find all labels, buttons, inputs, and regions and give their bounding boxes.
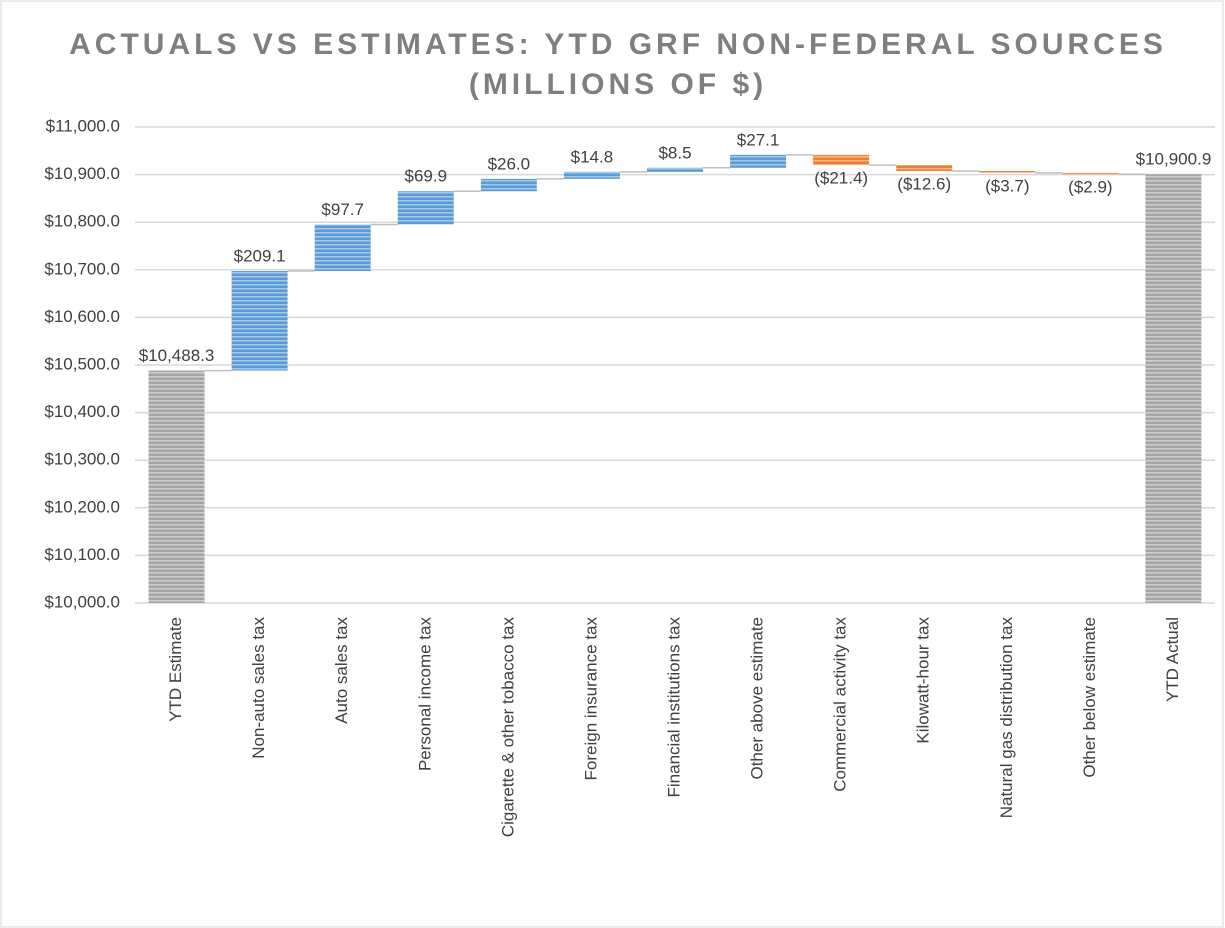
data-label: $209.1 xyxy=(234,247,286,266)
bar xyxy=(813,154,870,166)
x-tick-label: Auto sales tax xyxy=(332,617,351,724)
x-tick-label: Cigarette & other tobacco tax xyxy=(498,617,517,838)
x-tick-label: Kilowatt-hour tax xyxy=(914,617,933,744)
data-label: $10,488.3 xyxy=(139,346,215,365)
bar xyxy=(730,154,787,168)
y-tick-label: $10,100.0 xyxy=(44,545,120,564)
data-label: $26.0 xyxy=(488,154,531,173)
data-label: $14.8 xyxy=(571,147,614,166)
y-tick-label: $10,400.0 xyxy=(44,402,120,421)
data-label: $97.7 xyxy=(321,200,364,219)
y-tick-label: $11,000.0 xyxy=(46,116,120,135)
bar xyxy=(979,171,1036,173)
y-tick-label: $10,500.0 xyxy=(44,354,120,373)
bar xyxy=(231,271,288,371)
bar xyxy=(397,191,454,225)
bar xyxy=(480,178,537,192)
x-tick-label: YTD Estimate xyxy=(166,617,185,722)
y-tick-label: $10,900.0 xyxy=(44,164,120,183)
x-tick-label: YTD Actual xyxy=(1163,617,1182,702)
bar xyxy=(1145,174,1202,603)
data-label: $69.9 xyxy=(404,167,447,186)
y-tick-label: $10,300.0 xyxy=(44,450,120,469)
data-label: ($2.9) xyxy=(1068,178,1112,197)
data-label: ($12.6) xyxy=(897,175,951,194)
y-tick-label: $10,800.0 xyxy=(44,212,120,231)
data-label: $10,900.9 xyxy=(1136,150,1212,169)
x-tick-label: Non-auto sales tax xyxy=(249,617,268,759)
x-tick-label: Other above estimate xyxy=(748,617,767,780)
data-label: $8.5 xyxy=(658,143,691,162)
y-tick-label: $10,600.0 xyxy=(44,307,120,326)
y-tick-label: $10,200.0 xyxy=(44,497,120,516)
x-tick-label: Natural gas distribution tax xyxy=(997,617,1016,819)
data-label: ($3.7) xyxy=(985,176,1029,195)
bar xyxy=(563,171,620,179)
data-label: ($21.4) xyxy=(814,169,868,188)
y-tick-label: $10,700.0 xyxy=(44,259,120,278)
x-tick-label: Personal income tax xyxy=(415,617,434,772)
bar xyxy=(896,165,953,172)
bar xyxy=(647,167,703,172)
data-label: $27.1 xyxy=(737,130,780,149)
chart-title: (MILLIONS OF $) xyxy=(469,68,767,101)
y-tick-label: $10,000.0 xyxy=(44,592,120,611)
bar xyxy=(148,370,205,603)
bar xyxy=(314,224,371,272)
chart-title: ACTUALS VS ESTIMATES: YTD GRF NON-FEDERA… xyxy=(69,28,1167,61)
x-tick-label: Foreign insurance tax xyxy=(581,617,600,781)
x-tick-label: Other below estimate xyxy=(1080,617,1099,778)
bar xyxy=(1062,172,1119,175)
x-tick-label: Financial institutions tax xyxy=(664,617,683,798)
x-tick-label: Commercial activity tax xyxy=(831,617,850,792)
